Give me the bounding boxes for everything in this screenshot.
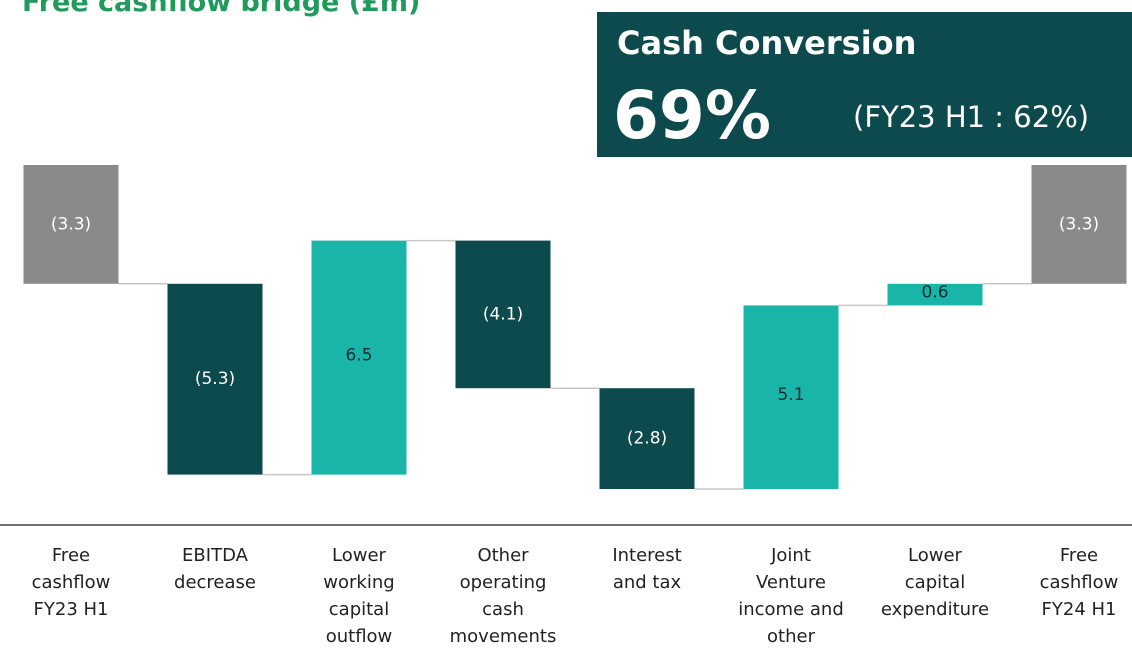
bar [167,283,263,475]
value-label: (5.3) [195,369,235,389]
callout: Cash Conversion 69% (FY23 H1 : 62%) [597,12,1132,157]
x-tick-label: Other operating cash movements [449,545,557,647]
callout-comparison: (FY23 H1 : 62%) [853,100,1090,134]
x-tick-label: Joint Venture income and other [738,545,844,647]
value-label: 6.5 [345,346,372,366]
value-label: (3.3) [1059,214,1099,234]
bar [1031,165,1127,284]
x-tick-label: EBITDA decrease [174,545,256,593]
x-tick-label: Lower capital expenditure [880,545,990,620]
callout-title: Cash Conversion [617,24,917,62]
value-label: (2.8) [627,429,667,449]
x-tick-label: Lower working capital outflow [323,545,395,647]
chart-title: Free cashflow bridge (£m) [22,0,421,18]
x-tick-label: Interest and tax [612,545,682,593]
value-label: 5.1 [777,385,804,405]
value-label: (4.1) [483,304,523,324]
bar [455,240,551,389]
value-label: 0.6 [921,283,948,303]
bar [743,305,839,489]
callout-value: 69% [613,77,771,154]
x-tick-label: Free cashflow FY24 H1 [1039,545,1119,620]
value-label: (3.3) [51,214,91,234]
bar [23,165,119,284]
bar [311,240,407,475]
bar [599,388,695,489]
x-tick-label: Free cashflow FY23 H1 [31,545,111,620]
bar [887,283,983,306]
